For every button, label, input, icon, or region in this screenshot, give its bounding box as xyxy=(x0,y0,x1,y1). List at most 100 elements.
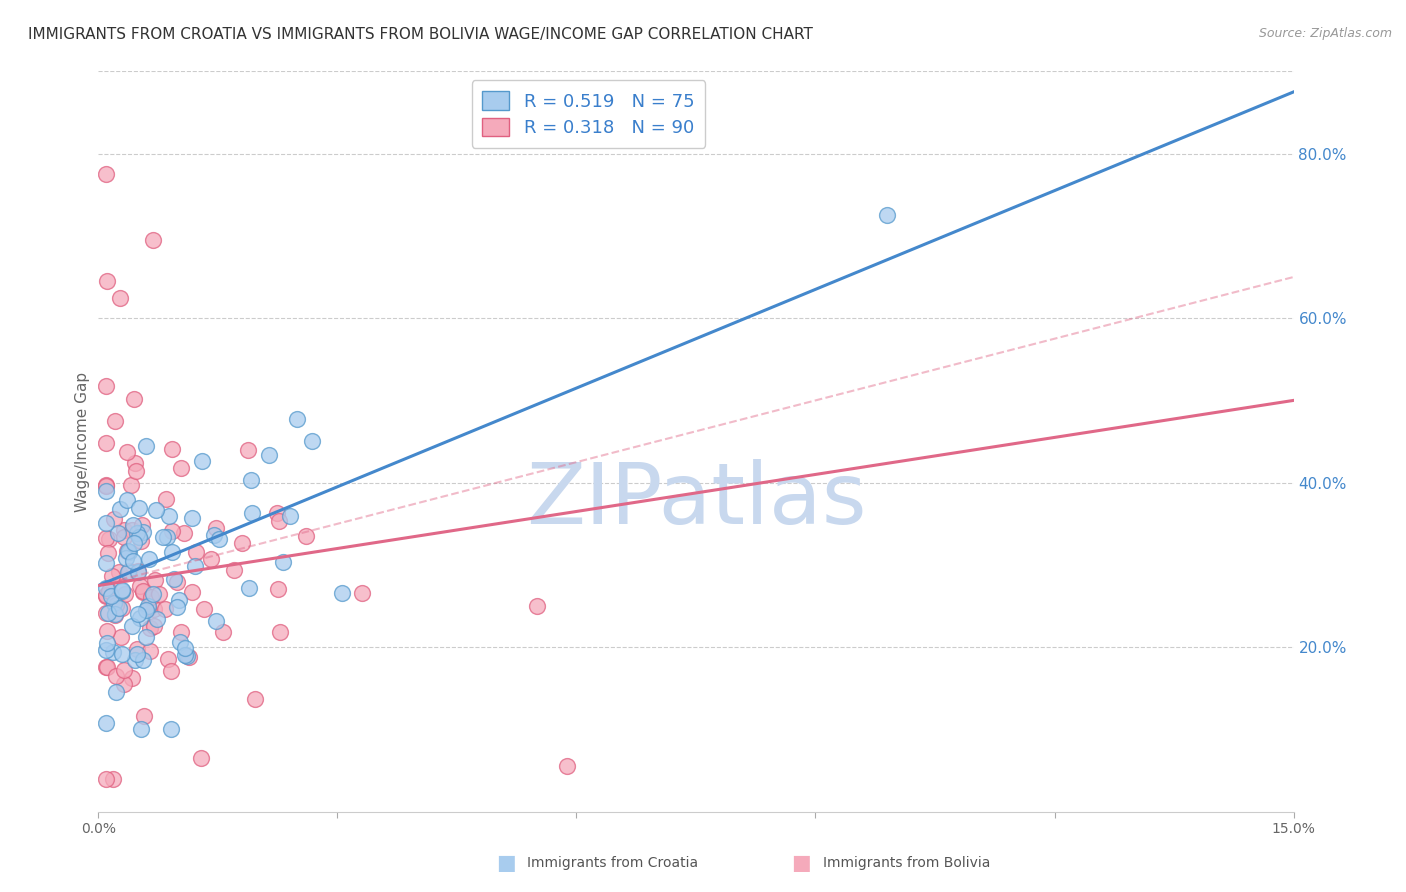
Point xyxy=(200,552,222,566)
Point xyxy=(96,436,118,450)
Point xyxy=(193,602,215,616)
Point xyxy=(131,518,153,533)
Point xyxy=(278,508,301,523)
Point xyxy=(132,585,155,599)
Point xyxy=(101,644,124,658)
Point xyxy=(112,530,135,544)
Point xyxy=(240,473,263,487)
Point xyxy=(160,664,183,678)
Point xyxy=(96,588,118,602)
Point xyxy=(112,677,135,691)
Point xyxy=(103,596,125,610)
Point xyxy=(103,596,125,610)
Point xyxy=(101,772,124,786)
Point xyxy=(96,478,118,492)
Point xyxy=(104,413,127,427)
Point xyxy=(132,653,155,667)
Text: ZIPatlas: ZIPatlas xyxy=(526,459,866,542)
Point xyxy=(100,569,122,583)
Point xyxy=(266,506,288,520)
Point xyxy=(111,583,134,598)
Point xyxy=(145,503,167,517)
Point xyxy=(114,523,136,537)
Point xyxy=(118,564,141,578)
Point xyxy=(190,751,212,765)
Point xyxy=(136,601,159,615)
Point xyxy=(166,575,188,590)
Point xyxy=(129,533,152,548)
Text: Immigrants from Croatia: Immigrants from Croatia xyxy=(527,856,699,871)
Point xyxy=(96,659,118,673)
Point xyxy=(138,551,160,566)
Point xyxy=(138,621,160,635)
Point xyxy=(173,525,195,540)
Point xyxy=(163,572,186,586)
Point xyxy=(96,589,118,603)
Point xyxy=(111,584,134,599)
Point xyxy=(330,585,353,599)
Point xyxy=(156,530,179,544)
Point xyxy=(108,601,131,615)
Point xyxy=(142,233,165,247)
Point xyxy=(240,506,263,520)
Point xyxy=(105,669,128,683)
Text: ■: ■ xyxy=(792,854,811,873)
Point xyxy=(269,514,291,528)
Point xyxy=(142,587,165,601)
Point xyxy=(184,545,207,559)
Point xyxy=(135,440,157,454)
Point xyxy=(104,685,127,699)
Point xyxy=(127,565,149,579)
Point xyxy=(115,551,138,566)
Point xyxy=(134,709,156,723)
Point xyxy=(180,511,202,525)
Point xyxy=(245,692,267,706)
Point xyxy=(169,635,191,649)
Point xyxy=(231,536,253,550)
Point xyxy=(142,619,165,633)
Point xyxy=(170,461,193,475)
Point xyxy=(160,524,183,539)
Point xyxy=(191,454,214,468)
Point xyxy=(127,564,149,578)
Point xyxy=(96,636,118,650)
Point xyxy=(148,587,170,601)
Point xyxy=(103,607,125,622)
Point xyxy=(143,573,166,587)
Point xyxy=(96,477,118,491)
Point xyxy=(96,715,118,730)
Point xyxy=(121,619,143,633)
Text: Immigrants from Bolivia: Immigrants from Bolivia xyxy=(823,856,990,871)
Point xyxy=(121,553,143,567)
Point xyxy=(269,625,291,640)
Point xyxy=(173,640,195,655)
Point xyxy=(112,663,135,677)
Legend: R = 0.519   N = 75, R = 0.318   N = 90: R = 0.519 N = 75, R = 0.318 N = 90 xyxy=(471,80,706,148)
Point xyxy=(236,442,259,457)
Point xyxy=(110,601,132,615)
Point xyxy=(155,491,177,506)
Point xyxy=(125,464,148,478)
Point xyxy=(350,586,373,600)
Point xyxy=(136,599,159,613)
Point xyxy=(153,602,176,616)
Text: ■: ■ xyxy=(496,854,516,873)
Point xyxy=(139,644,162,658)
Point xyxy=(222,564,245,578)
Point xyxy=(117,565,139,579)
Point xyxy=(118,545,141,559)
Point xyxy=(122,536,145,550)
Point xyxy=(96,483,118,498)
Point xyxy=(124,653,146,667)
Point xyxy=(127,607,149,622)
Point xyxy=(96,379,118,393)
Point xyxy=(273,555,295,569)
Point xyxy=(96,624,118,639)
Point xyxy=(107,526,129,541)
Point xyxy=(205,521,228,535)
Point xyxy=(142,602,165,616)
Point xyxy=(135,603,157,617)
Point xyxy=(96,643,118,657)
Point xyxy=(117,544,139,558)
Point xyxy=(96,772,118,786)
